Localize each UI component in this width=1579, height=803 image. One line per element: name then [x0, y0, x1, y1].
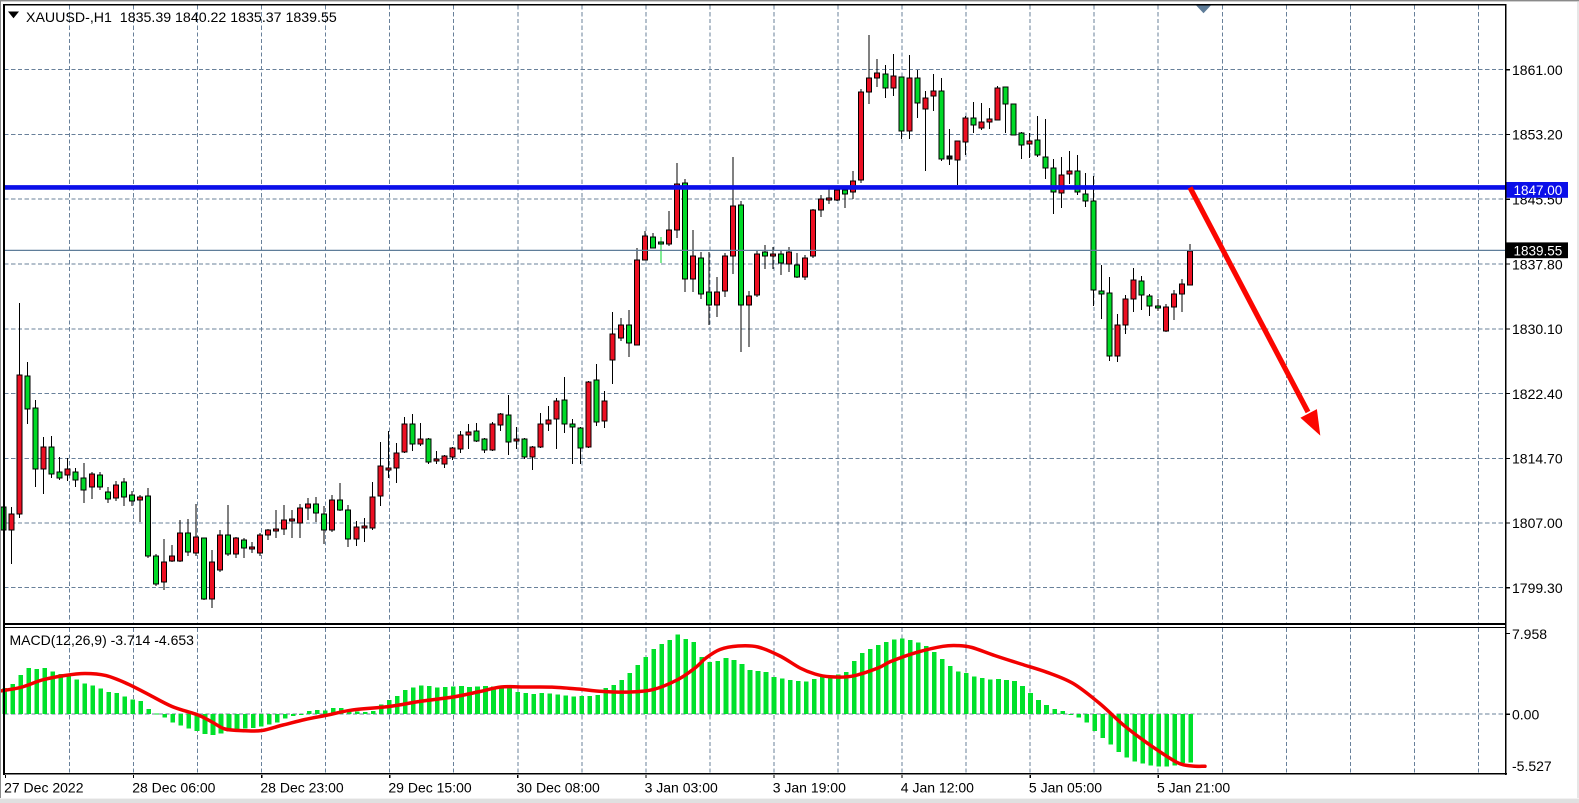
svg-text:5 Jan 05:00: 5 Jan 05:00	[1029, 780, 1102, 796]
svg-text:MACD(12,26,9) -3.714 -4.653: MACD(12,26,9) -3.714 -4.653	[10, 632, 195, 648]
svg-text:27 Dec 2022: 27 Dec 2022	[4, 780, 84, 796]
svg-text:1837.80: 1837.80	[1512, 256, 1563, 272]
svg-text:XAUUSD-,H1 1835.39 1840.22 18: XAUUSD-,H1 1835.39 1840.22 1835.37 1839.…	[26, 10, 337, 26]
svg-text:0.00: 0.00	[1512, 707, 1539, 723]
svg-text:1839.55: 1839.55	[1514, 244, 1563, 259]
svg-text:1807.00: 1807.00	[1512, 515, 1563, 531]
svg-text:1861.00: 1861.00	[1512, 62, 1563, 78]
svg-text:1799.30: 1799.30	[1512, 580, 1563, 596]
svg-text:4 Jan 12:00: 4 Jan 12:00	[901, 780, 974, 796]
svg-text:3 Jan 19:00: 3 Jan 19:00	[773, 780, 846, 796]
svg-text:1822.40: 1822.40	[1512, 386, 1563, 402]
svg-text:1847.00: 1847.00	[1514, 183, 1563, 198]
svg-text:5 Jan 21:00: 5 Jan 21:00	[1157, 780, 1230, 796]
svg-text:1814.70: 1814.70	[1512, 451, 1563, 467]
svg-text:-5.527: -5.527	[1512, 758, 1552, 774]
svg-text:28 Dec 23:00: 28 Dec 23:00	[260, 780, 343, 796]
svg-text:1830.10: 1830.10	[1512, 321, 1563, 337]
svg-text:28 Dec 06:00: 28 Dec 06:00	[132, 780, 215, 796]
svg-text:3 Jan 03:00: 3 Jan 03:00	[645, 780, 718, 796]
svg-text:29 Dec 15:00: 29 Dec 15:00	[388, 780, 471, 796]
svg-text:1853.20: 1853.20	[1512, 127, 1563, 143]
svg-text:7.958: 7.958	[1512, 626, 1547, 642]
svg-text:30 Dec 08:00: 30 Dec 08:00	[517, 780, 600, 796]
